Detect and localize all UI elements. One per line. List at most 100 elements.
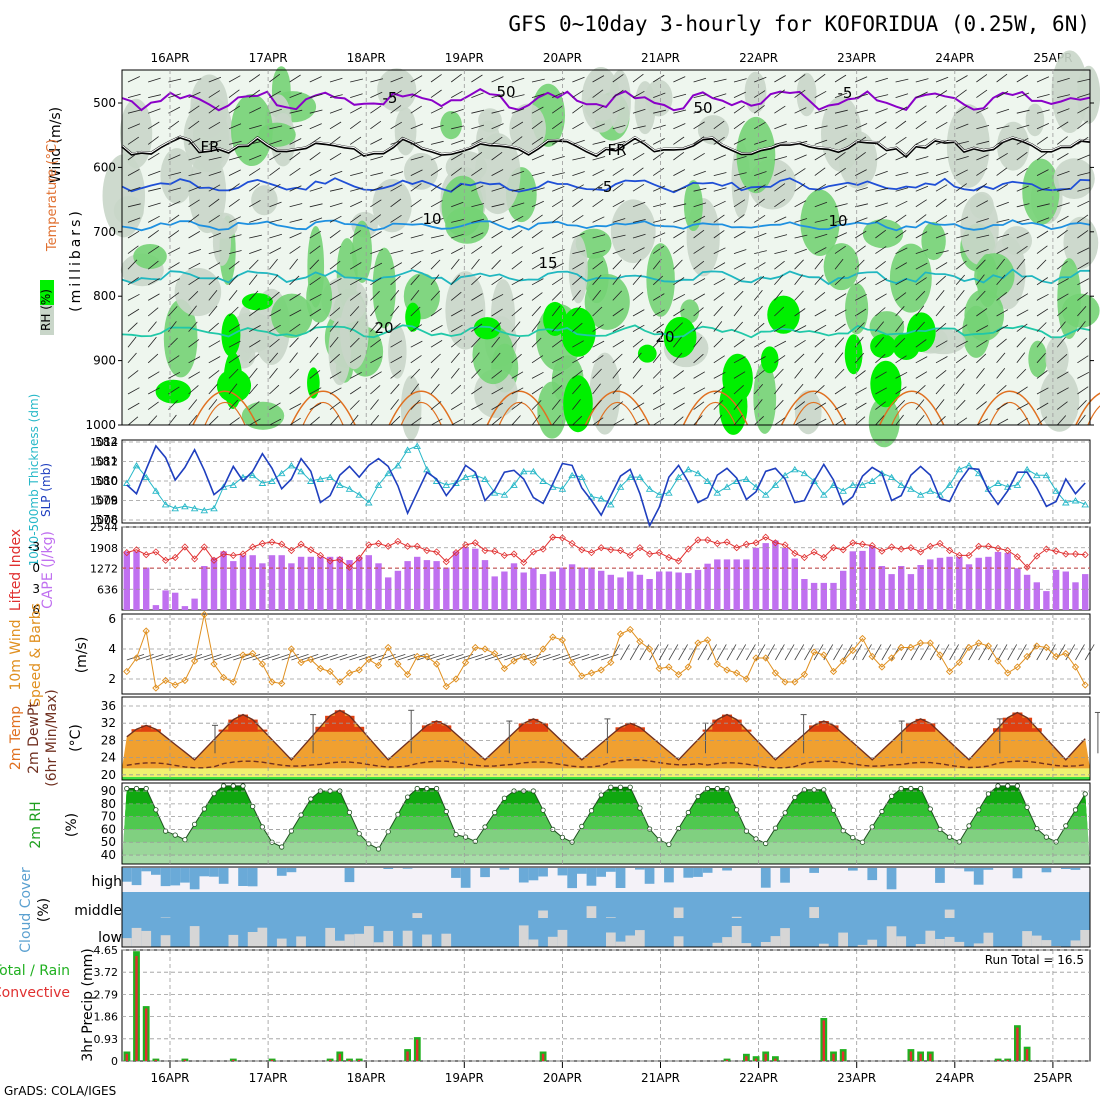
rh-point — [472, 838, 478, 845]
wind-barb — [895, 172, 909, 176]
wind-speed-point — [791, 678, 799, 686]
wind-barb — [592, 383, 601, 395]
high-cloud-bar — [209, 868, 219, 877]
wind-barb — [511, 187, 525, 192]
wind-barb — [127, 336, 137, 348]
wind-barb — [147, 401, 159, 410]
wind-barb — [915, 399, 925, 410]
low-cloud-bar — [722, 937, 732, 947]
wind-barb — [370, 305, 379, 317]
wind-barb — [370, 120, 382, 130]
wind-barb — [531, 386, 544, 395]
wind-barb — [1016, 151, 1028, 161]
high-cloud-bar — [964, 868, 974, 872]
thickness-point — [694, 469, 702, 477]
lifted-index-point — [829, 544, 838, 552]
cloud-cover-panel — [121, 866, 1091, 948]
cape-bar — [346, 560, 353, 610]
wind-speed-point — [636, 637, 644, 646]
wind-barb — [935, 290, 945, 301]
rh-point — [240, 783, 246, 789]
lifted-index-point — [946, 546, 954, 555]
top-date-labels: 16APR 17APR 18APR 19APR 20APR 21APR 22APR 23APR… — [150, 51, 1072, 65]
surface-wind-barb — [929, 644, 940, 661]
lifted-index-point — [529, 548, 537, 556]
wind-barb — [733, 138, 746, 145]
wind-barb — [208, 370, 220, 379]
wind-speed-point — [568, 658, 576, 667]
surface-wind-barb — [552, 654, 571, 661]
thickness-point — [326, 473, 334, 481]
wind-barb — [673, 308, 685, 317]
wind-barb — [814, 324, 827, 332]
lifted-index-point — [878, 547, 886, 555]
lifted-index-point — [510, 550, 518, 558]
wind-barb — [168, 187, 182, 192]
wind-barb — [996, 139, 1009, 145]
wind-barb — [430, 401, 442, 410]
lifted-index-point — [1023, 563, 1031, 571]
wind-barb — [430, 125, 444, 130]
wind-barb — [1056, 353, 1068, 364]
wind-barb — [774, 183, 786, 192]
wind-barb — [551, 214, 563, 223]
wind-barb — [572, 76, 585, 83]
temp-hot-fill — [247, 719, 258, 732]
wind-barb — [875, 336, 885, 348]
wind-barb — [693, 387, 706, 395]
wind-speed-point — [984, 642, 993, 650]
cape-bar — [791, 558, 798, 610]
wind-barb — [935, 383, 945, 395]
wind-barb — [148, 187, 161, 192]
wind-barb — [956, 156, 969, 161]
rh-shading-blob — [744, 71, 767, 114]
wind-barb — [410, 123, 423, 130]
wind-barb — [329, 321, 339, 332]
wind-barb — [1036, 308, 1049, 317]
low-cloud-bar — [838, 932, 848, 947]
wind-barb — [188, 78, 202, 83]
wind-barb — [1077, 154, 1090, 161]
wind-barb — [632, 219, 646, 223]
wind-barb — [572, 139, 585, 145]
cloud-ylabel: Cloud Cover — [18, 867, 34, 953]
dewpoint-line — [126, 759, 1086, 769]
wind-barb — [875, 77, 889, 83]
wind-barb — [935, 215, 948, 223]
wind-barb — [834, 245, 846, 254]
cape-bar — [956, 556, 963, 610]
surface-wind-barb — [339, 654, 358, 661]
lifted-index-point — [471, 539, 479, 547]
lifted-index-point — [626, 551, 634, 559]
precip-convective-bar — [348, 1059, 351, 1061]
wind-barb — [451, 201, 464, 208]
wind-barb — [471, 218, 485, 223]
wind-ylabel-left: 10m Wind — [8, 619, 24, 690]
rh-shading-blob — [174, 267, 222, 317]
thickness-point — [907, 485, 915, 492]
precip-convective-bar — [996, 1059, 1000, 1061]
wind-barb — [551, 339, 563, 348]
surface-wind-barb — [146, 654, 164, 661]
wind-speed-point — [829, 667, 838, 676]
wind-barb — [451, 233, 464, 239]
wind-barb — [1016, 275, 1027, 286]
cape-bar — [268, 555, 276, 610]
wind-barb — [1016, 203, 1030, 208]
wind-barb — [269, 291, 280, 301]
top-date-label: 21APR — [641, 51, 680, 65]
wind-barb — [834, 417, 847, 426]
wind-barb — [956, 216, 969, 223]
surface-wind-barb — [833, 644, 843, 661]
run-total-label: Run Total = 16.5 — [985, 953, 1084, 967]
lifted-index-point — [191, 555, 199, 563]
wind-barb — [329, 170, 343, 176]
wind-barb — [329, 152, 342, 161]
plus5-contour — [121, 177, 1091, 194]
temp-unit: (°C) — [68, 724, 84, 752]
wind-barb — [834, 275, 845, 286]
wind-barb — [693, 260, 705, 270]
pressure-tick-label: 600 — [93, 160, 116, 174]
wind-speed-point — [529, 658, 538, 667]
wind-barb — [329, 215, 342, 223]
